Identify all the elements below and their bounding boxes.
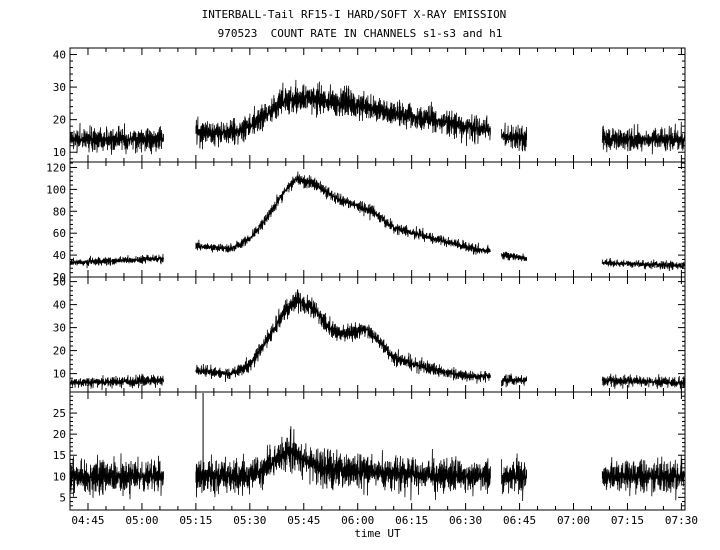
chart-title: INTERBALL-Tail RF15-I HARD/SOFT X-RAY EM… [201, 8, 507, 21]
count-rate-trace [195, 289, 491, 384]
y-tick-label: 20 [53, 114, 66, 127]
x-tick-label: 06:30 [449, 514, 482, 527]
x-tick-label: 07:00 [557, 514, 590, 527]
count-rate-trace [195, 79, 491, 150]
chart-subtitle: 970523 COUNT RATE IN CHANNELS s1-s3 and … [217, 27, 503, 40]
count-rate-trace [501, 373, 527, 388]
count-rate-trace [601, 373, 686, 390]
y-tick-label: 20 [53, 271, 66, 284]
x-tick-label: 04:45 [71, 514, 104, 527]
x-tick-label: 05:15 [179, 514, 212, 527]
y-tick-label: 60 [53, 227, 66, 240]
y-tick-label: 120 [46, 161, 66, 174]
count-rate-trace [195, 171, 491, 255]
y-tick-label: 15 [53, 449, 66, 462]
y-tick-label: 40 [53, 249, 66, 262]
y-tick-label: 40 [53, 299, 66, 312]
y-tick-label: 80 [53, 205, 66, 218]
y-tick-label: 10 [53, 470, 66, 483]
x-tick-label: 07:30 [665, 514, 698, 527]
y-tick-label: 100 [46, 183, 66, 196]
panel-frame [69, 47, 686, 163]
count-rate-trace [601, 455, 686, 501]
count-rate-trace [69, 373, 164, 391]
count-rate-trace [69, 253, 164, 269]
count-rate-trace [501, 122, 527, 152]
x-tick-label: 05:45 [287, 514, 320, 527]
count-rate-trace [601, 121, 686, 155]
y-tick-label: 20 [53, 428, 66, 441]
y-tick-label: 50 [53, 276, 66, 289]
count-rate-trace [501, 251, 527, 262]
x-tick-label: 06:15 [395, 514, 428, 527]
panel-frame [69, 391, 686, 511]
x-tick-label: 05:30 [233, 514, 266, 527]
y-tick-label: 30 [53, 322, 66, 335]
y-tick-label: 25 [53, 407, 66, 420]
x-axis-label: time UT [354, 527, 401, 540]
y-tick-label: 10 [53, 146, 66, 159]
y-tick-label: 40 [53, 49, 66, 62]
x-tick-label: 07:15 [611, 514, 644, 527]
count-rate-trace [501, 453, 527, 502]
y-tick-label: 5 [59, 491, 66, 504]
x-tick-label: 06:45 [503, 514, 536, 527]
y-tick-label: 10 [53, 368, 66, 381]
x-tick-label: 06:00 [341, 514, 374, 527]
y-tick-label: 30 [53, 81, 66, 94]
count-rate-trace [601, 257, 686, 272]
count-rate-trace [69, 122, 164, 155]
count-rate-trace [69, 453, 164, 500]
y-tick-label: 20 [53, 345, 66, 358]
count-rate-trace [195, 426, 491, 501]
x-tick-label: 05:00 [125, 514, 158, 527]
